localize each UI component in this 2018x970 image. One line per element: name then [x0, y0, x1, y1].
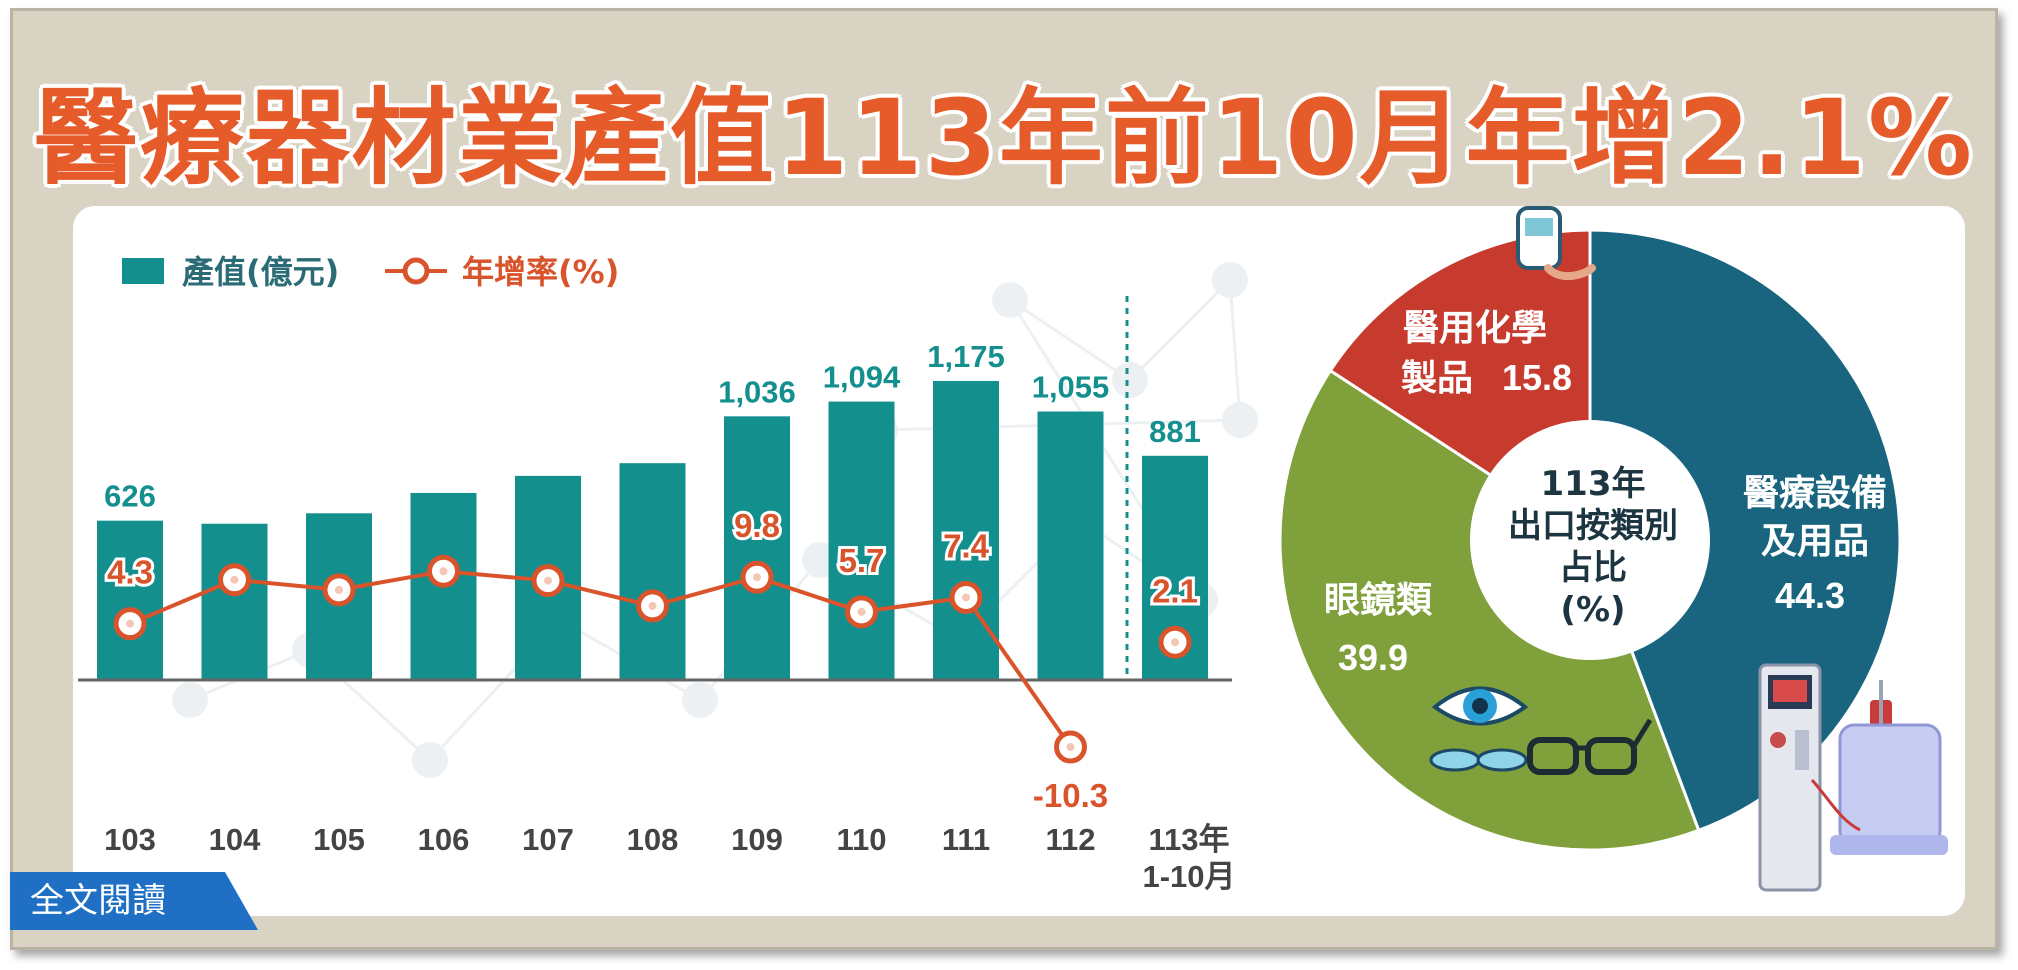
legend-line-marker	[402, 257, 430, 285]
x-tick-label: 109	[731, 822, 783, 857]
bar-value-label: 1,175	[927, 339, 1005, 374]
read-full-text-label: 全文閱讀	[30, 881, 166, 921]
x-tick-label: 112	[1045, 822, 1095, 857]
page-title: 醫療器材業產值113年前10月年增2.1%	[33, 77, 1975, 199]
network-node	[682, 682, 718, 718]
network-line	[1228, 279, 1242, 421]
lens-right	[1476, 748, 1528, 772]
growth-rate-point-core	[544, 576, 552, 585]
pie-label-eyewear: 眼鏡類	[1324, 580, 1433, 621]
network-node	[172, 682, 208, 718]
read-full-text-button[interactable]: 全文閱讀	[10, 872, 258, 930]
glasses-lens-right	[1585, 737, 1637, 775]
machine-pump	[1770, 732, 1786, 748]
network-node	[992, 282, 1028, 318]
pie-label-medical: 及用品	[1761, 521, 1869, 562]
growth-rate-label: 2.1	[1152, 572, 1198, 609]
legend-line-label: 年增率(%)	[462, 253, 619, 291]
bar-6	[724, 416, 790, 680]
pie-center-disk	[1470, 420, 1710, 660]
glasses-lens-left	[1527, 737, 1579, 775]
x-tick-label: 104	[209, 822, 261, 857]
bar-value-label: 1,036	[718, 374, 796, 409]
finger	[1544, 264, 1596, 280]
bar-1	[201, 523, 268, 680]
growth-rate-label: 9.8	[734, 507, 780, 544]
growth-rate-label: 5.7	[839, 542, 885, 579]
pie-value-eyewear: 39.9	[1338, 637, 1408, 678]
network-node	[1112, 362, 1148, 398]
x-tick-label: 106	[418, 822, 470, 857]
growth-rate-label: 4.3	[107, 554, 153, 591]
machine-screen-graph	[1773, 680, 1807, 702]
network-line	[1009, 298, 1131, 382]
pie-center-label: 出口按類別	[1508, 506, 1678, 546]
eye-icon	[1431, 686, 1529, 726]
glucose-meter-icon	[1516, 206, 1596, 280]
bar-9	[1037, 411, 1104, 680]
x-tick-label: 110	[836, 822, 886, 857]
contact-lens-icon	[1429, 748, 1528, 772]
x-tick-label: 111	[942, 822, 990, 857]
pie-center-label: (%)	[1560, 590, 1625, 630]
pie-value-medical: 44.3	[1775, 575, 1845, 616]
bar-value-label: 1,094	[823, 360, 901, 395]
eye-pupil	[1472, 698, 1488, 714]
x-tick-label: 113年	[1148, 822, 1229, 857]
growth-rate-point-core	[335, 585, 343, 594]
growth-rate-point-core	[648, 601, 657, 610]
growth-rate-point-core	[230, 575, 239, 584]
bar-value-label: 881	[1149, 414, 1201, 449]
lens-left	[1429, 748, 1481, 772]
network-node	[412, 742, 448, 778]
dialysis-machine-icon	[1758, 663, 1948, 892]
blood-tube	[1810, 778, 1861, 832]
bar-0	[97, 520, 163, 680]
machine-filter	[1795, 730, 1809, 770]
meter-screen	[1525, 218, 1553, 236]
x-tick-label: 103	[104, 822, 156, 857]
glasses-arm	[1631, 718, 1653, 748]
x-tick-label: 1-10月	[1142, 859, 1235, 894]
growth-rate-point-core	[126, 619, 134, 628]
network-node	[1212, 262, 1248, 298]
network-node	[1222, 402, 1258, 438]
growth-rate-line	[129, 569, 1073, 749]
meter-body	[1516, 206, 1562, 270]
growth-rate-point-core	[1066, 743, 1075, 752]
bar-5	[619, 463, 686, 680]
growth-rate-point-core	[1171, 638, 1179, 647]
x-tick-label: 105	[313, 822, 365, 857]
pie-slice-1	[1278, 368, 1701, 852]
pie-label-medical: 醫療設備	[1743, 473, 1887, 514]
x-tick-label: 107	[522, 822, 574, 857]
pie-center-label: 113年	[1541, 464, 1646, 504]
chair-base	[1830, 835, 1948, 855]
x-tick-label: 108	[627, 822, 679, 857]
growth-rate-point-core	[753, 573, 761, 582]
bar-value-label: 626	[104, 479, 156, 514]
growth-rate-label: 7.4	[943, 527, 990, 564]
pie-label-chemical: 醫用化學	[1403, 308, 1547, 349]
growth-rate-point-core	[439, 567, 448, 576]
legend-bar-swatch	[122, 258, 164, 284]
machine-body	[1758, 663, 1822, 892]
growth-rate-point-core	[857, 607, 866, 616]
growth-rate-label: -10.3	[1033, 777, 1108, 814]
glasses-icon	[1527, 718, 1653, 775]
pie-value-chemical: 15.8	[1502, 357, 1572, 398]
pie-label-chemical: 製品	[1401, 358, 1473, 399]
pie-center-label: 占比	[1559, 548, 1627, 588]
network-line	[1128, 278, 1232, 382]
bar-7	[828, 401, 895, 680]
bar-value-label: 1,055	[1032, 370, 1110, 405]
legend-bar-label: 產值(億元)	[182, 253, 339, 291]
growth-rate-point-core	[962, 593, 970, 602]
